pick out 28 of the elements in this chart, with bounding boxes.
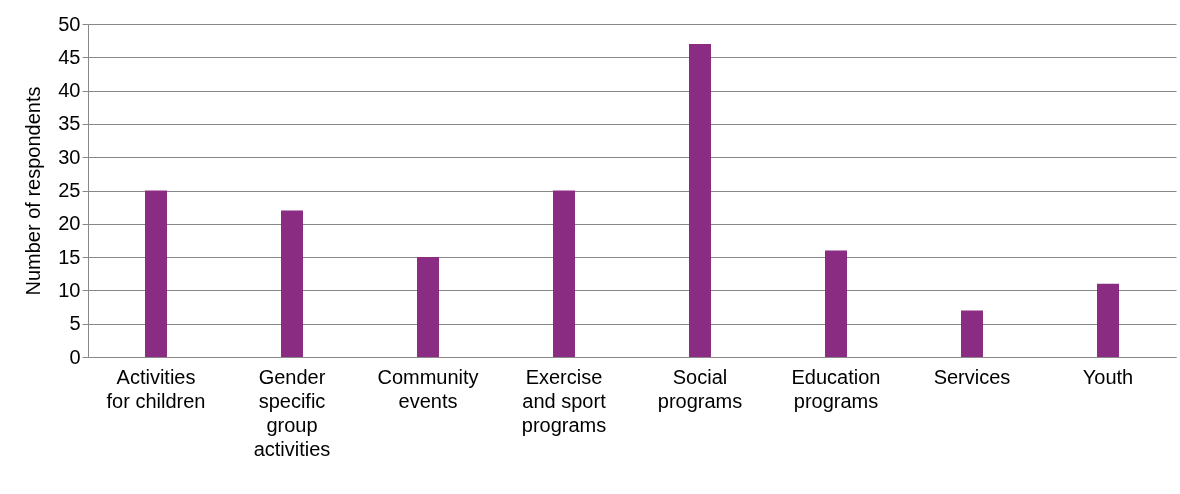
- y-tick-label: 40: [58, 79, 81, 102]
- y-tick-label: 50: [58, 12, 81, 35]
- bar: [1097, 283, 1119, 357]
- y-tick-label: 5: [69, 312, 81, 335]
- bar: [689, 43, 711, 357]
- bar: [825, 250, 847, 357]
- y-tick-label: 35: [58, 112, 81, 135]
- x-tick-label: Community events: [377, 365, 479, 412]
- y-tick-label: 25: [58, 179, 81, 201]
- x-tick-label: Exercise and sport programs: [521, 365, 607, 436]
- x-tick-label: Activities for children: [106, 365, 206, 412]
- y-tick-label: 15: [58, 245, 81, 268]
- x-tick-label: Social programs: [657, 365, 743, 412]
- bar: [281, 210, 303, 357]
- x-tick-label: Gender specific group activities: [253, 365, 331, 460]
- y-tick-label: 30: [58, 145, 81, 168]
- x-tick-label: Education programs: [791, 365, 881, 412]
- y-tick-label: 10: [58, 278, 81, 301]
- y-tick-label: 45: [58, 45, 81, 68]
- y-tick-label: 0: [69, 345, 81, 368]
- y-tick-label: 20: [58, 212, 81, 235]
- bar: [961, 310, 983, 357]
- bar: [145, 190, 167, 357]
- bar: [553, 190, 575, 357]
- bar: [417, 257, 439, 357]
- x-tick-label: Services: [933, 365, 1011, 388]
- y-axis-title: Number of respondents: [22, 86, 45, 296]
- x-tick-label: Youth: [1082, 365, 1134, 388]
